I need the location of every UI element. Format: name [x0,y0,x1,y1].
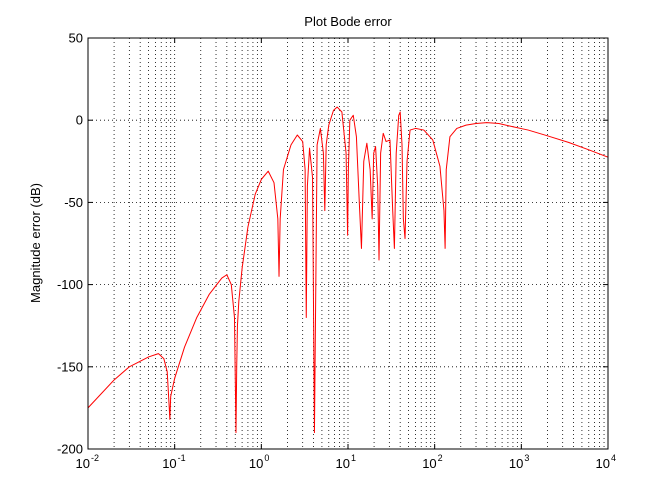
axes-frame [87,37,609,450]
x-tick-exponent: -1 [178,453,186,463]
x-tick-label: 10 [76,456,90,471]
x-tick-label: 10 [422,456,436,471]
x-tick-label: 10 [509,456,523,471]
x-tick-exponent: 3 [524,453,529,463]
y-tick-label: -200 [57,442,83,457]
x-tick-label: 10 [596,456,610,471]
x-tick-exponent: 4 [611,453,616,463]
x-ticks: 10 -2 10 -1 10 0 10 1 10 2 10 3 10 4 [76,38,616,471]
plot-area [87,106,609,434]
y-tick-label: 0 [76,113,83,128]
x-tick-exponent: -2 [91,453,99,463]
y-tick-label: -100 [57,277,83,292]
x-tick-exponent: 2 [438,453,443,463]
y-tick-label: -150 [57,359,83,374]
y-tick-label: -50 [64,195,83,210]
y-ticks: 50 0 -50 -100 -150 -200 [57,31,608,457]
axes-box [87,37,609,450]
chart-title: Plot Bode error [304,14,392,29]
y-tick-label: 50 [69,31,83,46]
y-axis-label: Magnitude error (dB) [28,183,43,303]
x-tick-label: 10 [162,456,176,471]
x-tick-label: 10 [249,456,263,471]
x-tick-exponent: 1 [351,453,356,463]
grid [88,38,608,449]
x-tick-label: 10 [336,456,350,471]
x-tick-exponent: 0 [264,453,269,463]
series-line [87,106,609,434]
